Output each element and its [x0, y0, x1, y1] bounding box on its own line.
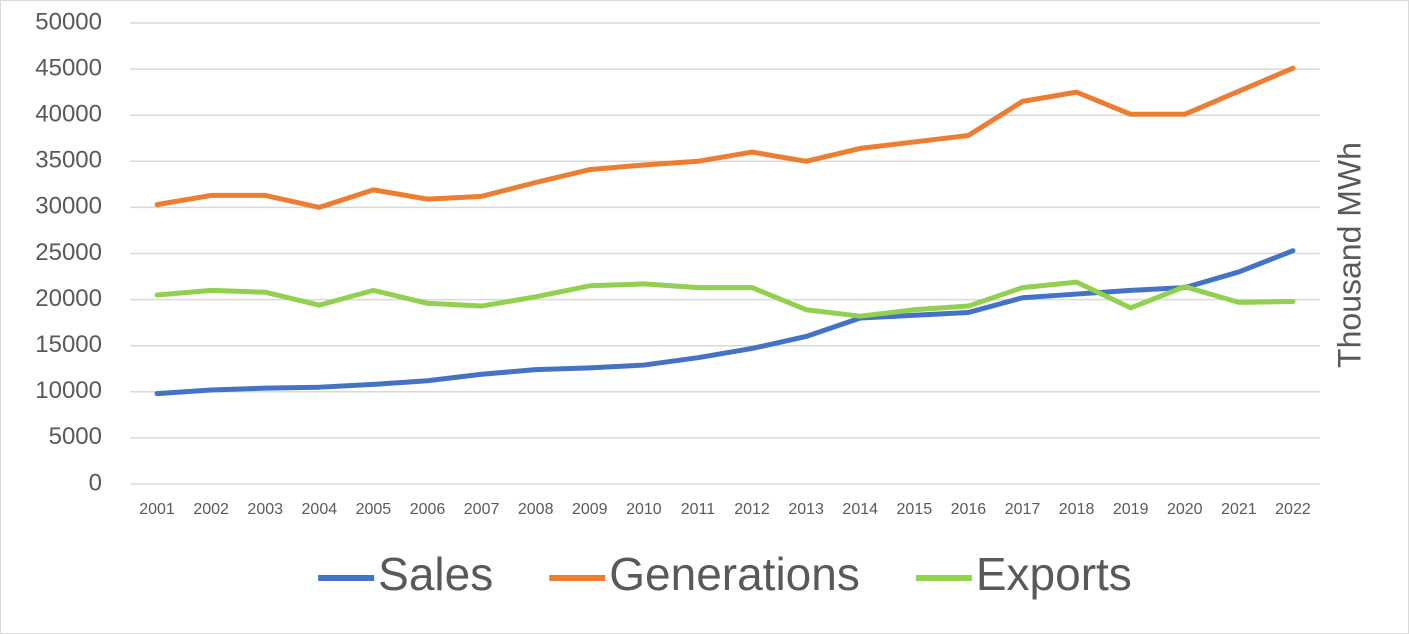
x-tick-label: 2001	[139, 501, 175, 518]
x-tick-label: 2015	[897, 501, 933, 518]
x-tick-label: 2002	[193, 501, 229, 518]
x-tick-label: 2005	[356, 501, 392, 518]
x-tick-label: 2003	[247, 501, 283, 518]
x-tick-label: 2022	[1275, 501, 1311, 518]
x-tick-label: 2016	[951, 501, 987, 518]
x-tick-label: 2007	[464, 501, 500, 518]
legend-label: Exports	[976, 548, 1132, 600]
x-tick-label: 2017	[1005, 501, 1041, 518]
x-tick-label: 2008	[518, 501, 554, 518]
y-tick-label: 35000	[35, 147, 102, 174]
y-tick-label: 10000	[35, 377, 102, 404]
y-tick-label: 50000	[35, 8, 102, 35]
x-tick-label: 2013	[788, 501, 824, 518]
y-tick-label: 25000	[35, 239, 102, 266]
x-tick-label: 2011	[681, 501, 716, 518]
y-tick-label: 30000	[35, 193, 102, 220]
y-tick-label: 5000	[49, 423, 102, 450]
legend-label: Sales	[378, 548, 493, 600]
y-tick-label: 40000	[35, 101, 102, 128]
x-tick-label: 2019	[1113, 501, 1149, 518]
y-tick-label: 20000	[35, 285, 102, 312]
legend-label: Generations	[609, 548, 860, 600]
series-line	[154, 65, 1296, 210]
y-tick-label: 15000	[35, 331, 102, 358]
x-tick-label: 2021	[1221, 501, 1257, 518]
x-tick-label: 2006	[410, 501, 446, 518]
x-tick-label: 2010	[626, 501, 662, 518]
x-tick-label: 2009	[572, 501, 608, 518]
x-tick-label: 2004	[302, 501, 338, 518]
axis-label: Thousand MWh	[1331, 142, 1367, 368]
x-tick-label: 2014	[842, 501, 878, 518]
series-line	[154, 279, 1296, 319]
y-tick-label: 45000	[35, 54, 102, 81]
x-tick-label: 2018	[1059, 501, 1095, 518]
x-tick-label: 2012	[734, 501, 770, 518]
y-tick-label: 0	[89, 469, 102, 496]
x-tick-label: 2020	[1167, 501, 1203, 518]
